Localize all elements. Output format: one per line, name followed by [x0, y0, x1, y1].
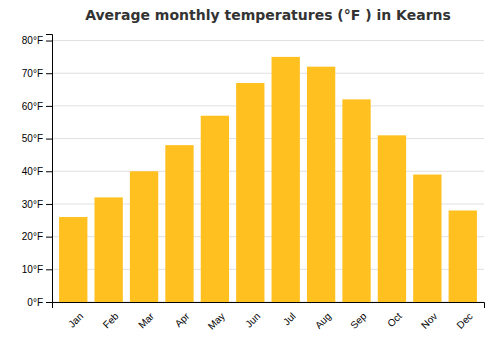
bar	[307, 67, 335, 302]
bar	[201, 116, 229, 302]
bar	[130, 171, 158, 302]
grid	[52, 41, 484, 302]
y-tick-label: 20°F	[22, 231, 43, 242]
plot: 0°F 10°F 20°F 30°F 40°F 50°F 60°F 70°F 80°F Jan Fe…	[22, 35, 485, 332]
y-axis-line	[46, 35, 53, 303]
y-tick-label: 0°F	[27, 297, 43, 308]
x-tick: Oct	[385, 310, 404, 329]
bar	[272, 57, 300, 302]
x-axis-line	[53, 303, 485, 309]
grid-line	[52, 105, 484, 106]
y-tick-label: 80°F	[22, 35, 43, 46]
y-tick-mark	[46, 171, 52, 172]
grid-line	[52, 138, 484, 139]
bar	[449, 210, 477, 302]
y-tick: 40°F	[22, 166, 52, 177]
x-tick: May	[206, 310, 227, 331]
bar	[94, 197, 122, 302]
x-tick: Jul	[281, 310, 298, 327]
y-tick-mark	[46, 41, 52, 42]
x-tick-label: Jun	[243, 310, 262, 329]
x-tick-label: Jul	[281, 310, 298, 327]
bar	[413, 175, 441, 302]
y-tick-mark	[46, 139, 52, 140]
bar	[165, 145, 193, 302]
y-tick-mark	[46, 302, 52, 303]
y-tick-label: 70°F	[22, 68, 43, 79]
y-tick-mark	[46, 73, 52, 74]
y-tick: 50°F	[22, 133, 52, 144]
x-tick-label: Sep	[348, 310, 369, 331]
x-tick: Nov	[419, 310, 439, 330]
bar	[236, 83, 264, 302]
x-tick: Dec	[454, 310, 474, 330]
y-tick: 80°F	[22, 35, 52, 46]
y-tick-label: 50°F	[22, 133, 43, 144]
y-tick: 30°F	[22, 199, 52, 210]
y-tick: 10°F	[22, 264, 52, 275]
y-tick-label: 30°F	[22, 199, 43, 210]
chart: 0°F 10°F 20°F 30°F 40°F 50°F 60°F 70°F 80°F Jan Fe…	[0, 0, 500, 350]
x-tick: Mar	[136, 310, 156, 330]
x-tick: Feb	[101, 310, 121, 330]
y-axis: 0°F 10°F 20°F 30°F 40°F 50°F 60°F 70°F 80°F	[22, 35, 53, 308]
bar	[59, 217, 87, 302]
x-tick-label: Feb	[101, 310, 121, 330]
y-tick: 70°F	[22, 68, 52, 79]
x-tick-label: Apr	[173, 310, 192, 329]
y-tick-mark	[46, 106, 52, 107]
x-tick-label: Mar	[136, 310, 156, 330]
x-tick: Jun	[243, 310, 262, 329]
x-tick-label: Oct	[385, 310, 404, 329]
x-axis: Jan Feb Mar Apr May Jun Jul Aug Sep Oct Nov Dec	[53, 303, 485, 332]
bar	[378, 135, 406, 302]
y-tick: 20°F	[22, 231, 52, 242]
y-tick-mark	[46, 237, 52, 238]
grid-line	[52, 40, 484, 41]
x-tick: Aug	[313, 310, 333, 330]
x-tick: Jan	[66, 310, 85, 329]
y-tick-label: 60°F	[22, 101, 43, 112]
grid-line	[52, 73, 484, 74]
y-tick: 60°F	[22, 101, 52, 112]
y-tick-mark	[46, 204, 52, 205]
y-tick: 0°F	[27, 297, 52, 308]
y-tick-label: 10°F	[22, 264, 43, 275]
bar	[342, 99, 370, 302]
y-tick-label: 40°F	[22, 166, 43, 177]
x-tick-label: Aug	[313, 310, 333, 330]
x-tick-label: Jan	[66, 310, 85, 329]
x-tick-label: Nov	[419, 310, 439, 330]
x-tick: Sep	[348, 310, 369, 331]
y-tick-mark	[46, 269, 52, 270]
x-tick-label: Dec	[454, 310, 474, 330]
grid-line	[52, 171, 484, 172]
bars	[59, 57, 477, 302]
x-tick: Apr	[173, 310, 192, 329]
title: Average monthly temperatures (°F ) in Ke…	[85, 7, 451, 23]
x-tick-label: May	[206, 310, 227, 331]
